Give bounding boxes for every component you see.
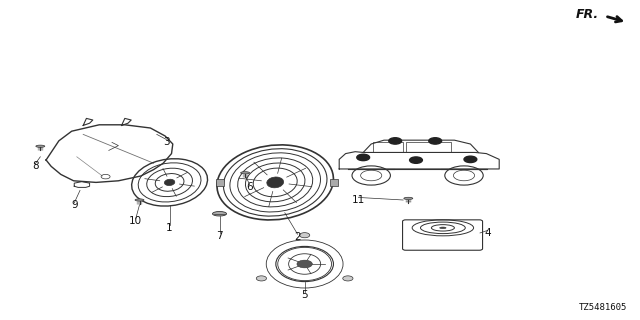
Text: TZ5481605: TZ5481605 — [579, 303, 627, 312]
Circle shape — [429, 138, 442, 144]
Circle shape — [389, 138, 402, 144]
Ellipse shape — [404, 197, 413, 200]
Text: 11: 11 — [352, 195, 365, 205]
Circle shape — [410, 157, 422, 163]
Bar — [216, 179, 224, 186]
Text: 6: 6 — [246, 182, 253, 192]
Text: 8: 8 — [32, 161, 38, 172]
Circle shape — [357, 154, 370, 161]
Text: 7: 7 — [216, 231, 223, 241]
Ellipse shape — [241, 172, 250, 174]
Text: 3: 3 — [163, 137, 170, 147]
Text: 10: 10 — [129, 216, 142, 227]
Circle shape — [297, 260, 312, 268]
Ellipse shape — [212, 212, 227, 216]
Ellipse shape — [164, 179, 175, 186]
Circle shape — [464, 156, 477, 163]
Circle shape — [300, 233, 310, 238]
Ellipse shape — [267, 177, 284, 188]
Ellipse shape — [36, 145, 45, 147]
Ellipse shape — [440, 227, 446, 228]
Text: 9: 9 — [71, 200, 77, 211]
Text: 5: 5 — [301, 290, 308, 300]
Bar — [330, 179, 338, 186]
Text: 2: 2 — [294, 232, 301, 242]
Ellipse shape — [135, 199, 144, 201]
Text: FR.: FR. — [575, 8, 598, 21]
Text: 4: 4 — [484, 228, 491, 238]
Circle shape — [343, 276, 353, 281]
Text: 1: 1 — [166, 223, 173, 233]
Circle shape — [256, 276, 266, 281]
